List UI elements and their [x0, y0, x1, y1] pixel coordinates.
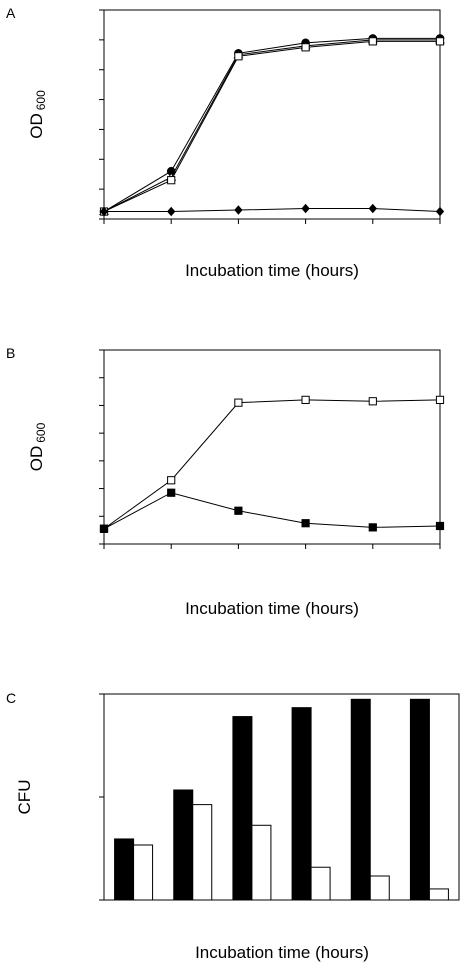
plot-area	[103, 349, 441, 545]
plot-area	[103, 693, 460, 901]
bar	[133, 844, 154, 901]
data-point	[301, 43, 310, 52]
x-axis-label: Incubation time (hours)	[185, 261, 359, 280]
bar	[291, 707, 312, 901]
bar	[232, 716, 253, 901]
data-point	[167, 206, 176, 217]
series-group	[99, 34, 445, 217]
bar	[409, 698, 430, 901]
panel-label: A	[6, 5, 16, 21]
series-line	[103, 39, 440, 212]
panel-a: A Incubation time (hours) OD 600	[6, 5, 445, 280]
panel-c: C Incubation time (hours) CFU	[6, 690, 460, 962]
data-point	[167, 476, 176, 485]
y-axis-label-main: OD	[27, 113, 46, 139]
panel-label: C	[6, 690, 16, 706]
axis-ticks	[99, 9, 441, 224]
plot-area	[103, 9, 441, 220]
data-point	[234, 52, 243, 61]
data-point	[234, 506, 243, 515]
data-point	[368, 523, 377, 532]
bar	[369, 875, 390, 901]
data-point	[368, 397, 377, 406]
series-line	[103, 399, 441, 530]
data-point	[301, 519, 310, 528]
bars-group	[114, 698, 449, 901]
x-axis-label: Incubation time (hours)	[185, 599, 359, 618]
panel-b: B Incubation time (hours) OD 600	[6, 345, 445, 618]
series-group	[99, 395, 445, 533]
y-axis-label-main: OD	[27, 446, 46, 472]
data-point	[435, 521, 445, 531]
data-point	[368, 37, 377, 46]
data-point	[435, 206, 445, 217]
data-point	[99, 206, 109, 217]
bar	[310, 866, 331, 901]
series-line	[103, 492, 441, 530]
data-point	[234, 398, 243, 407]
y-axis-label-sub: 600	[34, 422, 48, 442]
data-point	[99, 524, 109, 533]
data-point	[301, 395, 310, 404]
bar	[428, 888, 449, 901]
data-point	[435, 37, 445, 46]
y-axis-label: CFU	[15, 780, 34, 815]
series-line	[103, 37, 440, 212]
y-axis-label: OD 600	[27, 90, 48, 139]
bar	[192, 804, 213, 901]
data-point	[301, 203, 310, 214]
bar	[173, 789, 194, 901]
panel-label: B	[6, 345, 15, 361]
series-line	[103, 40, 440, 212]
data-point	[167, 176, 176, 185]
data-point	[167, 488, 176, 497]
y-axis-label-sub: 600	[34, 90, 48, 110]
bar	[350, 698, 371, 901]
axis-ticks	[99, 693, 104, 901]
axis-ticks	[99, 349, 441, 549]
bar	[251, 824, 272, 901]
data-point	[234, 205, 243, 215]
bar	[114, 838, 135, 901]
data-point	[368, 203, 377, 214]
x-axis-label: Incubation time (hours)	[195, 943, 369, 962]
data-point	[435, 395, 445, 404]
y-axis-label: OD 600	[27, 422, 48, 471]
series-line	[104, 208, 441, 213]
